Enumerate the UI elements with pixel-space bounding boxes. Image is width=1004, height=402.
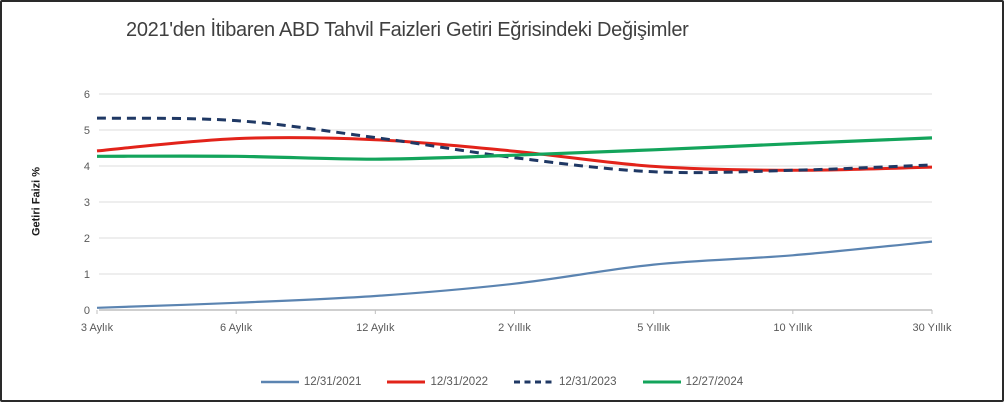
x-tick-label: 6 Aylık [220,322,253,334]
x-tick-label: 12 Aylık [356,322,395,334]
legend-label: 12/31/2023 [559,376,617,388]
legend-swatch-line-2023 [514,380,554,384]
y-tick-label: 6 [84,89,90,101]
y-tick-label: 2 [84,233,90,245]
series-line-12-27-2024 [96,136,933,161]
chart-title: 2021'den İtibaren ABD Tahvil Faizleri Ge… [126,19,689,41]
y-tick-label: 0 [84,305,90,317]
legend-item-2023: 12/31/2023 [514,376,617,388]
legend-swatch-line-2024 [642,380,681,384]
legend: 12/31/2021 12/31/2022 12/31/2023 12/27/2… [2,374,1002,390]
legend-item-2024: 12/27/2024 [642,376,744,388]
legend-label: 12/31/2022 [430,376,488,388]
x-tick-label: 5 Yıllık [637,322,670,334]
legend-label: 12/31/2021 [303,376,362,388]
series-line-12-31-2023 [96,116,933,175]
legend-item-2022: 12/31/2022 [387,376,488,388]
legend-swatch-line-2022 [387,380,426,384]
y-tick-label: 1 [84,269,90,281]
y-tick-label: 5 [84,125,90,137]
y-tick-label: 3 [84,197,90,209]
x-tick-label: 30 Yıllık [913,322,952,334]
x-tick-label: 2 Yıllık [498,322,531,334]
x-tick-label: 10 Yıllık [773,322,812,334]
series-line-12-31-2021 [96,240,933,309]
series-line-12-31-2022 [96,136,933,172]
legend-swatch-line-2021 [260,380,299,384]
x-tick-label: 3 Aylık [81,322,114,334]
y-tick-label: 4 [84,161,90,173]
legend-label: 12/27/2024 [685,376,744,388]
legend-item-2021: 12/31/2021 [260,376,362,388]
